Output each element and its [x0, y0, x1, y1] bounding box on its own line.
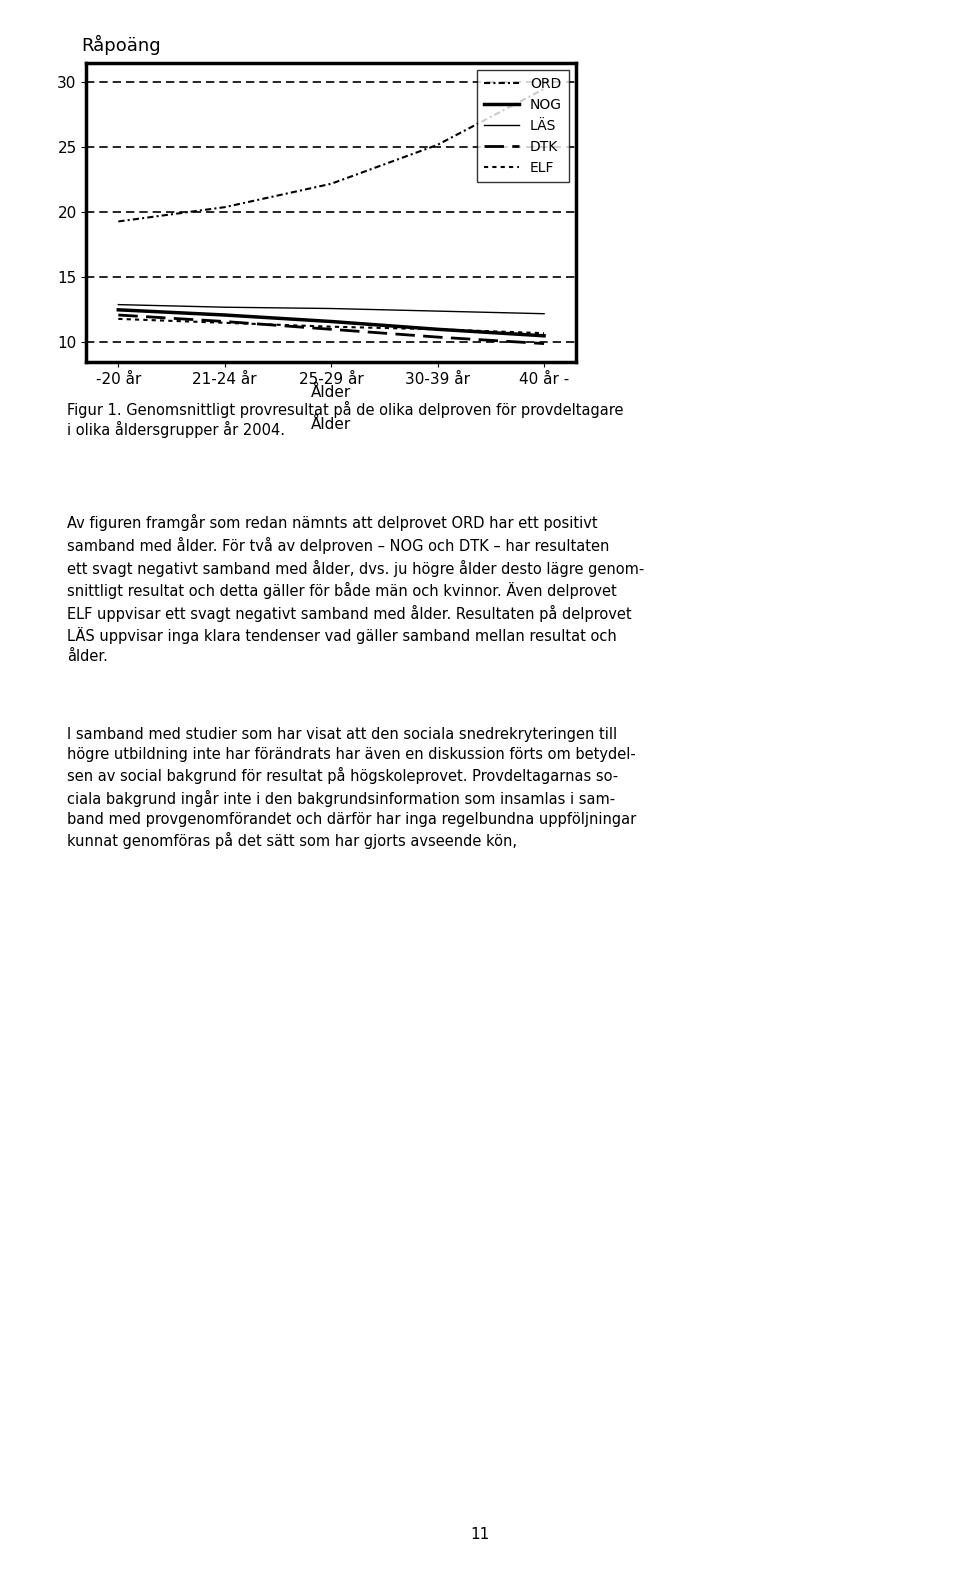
Text: Råpoäng: Råpoäng [82, 35, 161, 55]
Text: Ålder: Ålder [311, 385, 351, 400]
Text: 11: 11 [470, 1526, 490, 1542]
Text: I samband med studier som har visat att den sociala snedrekryteringen till
högre: I samband med studier som har visat att … [67, 727, 636, 849]
Legend: ORD, NOG, LÄS, DTK, ELF: ORD, NOG, LÄS, DTK, ELF [477, 69, 569, 181]
Text: Av figuren framgår som redan nämnts att delprovet ORD har ett positivt
samband m: Av figuren framgår som redan nämnts att … [67, 514, 644, 664]
Text: Ålder: Ålder [311, 417, 351, 433]
Text: Figur 1. Genomsnittligt provresultat på de olika delproven för provdeltagare
i o: Figur 1. Genomsnittligt provresultat på … [67, 401, 624, 437]
